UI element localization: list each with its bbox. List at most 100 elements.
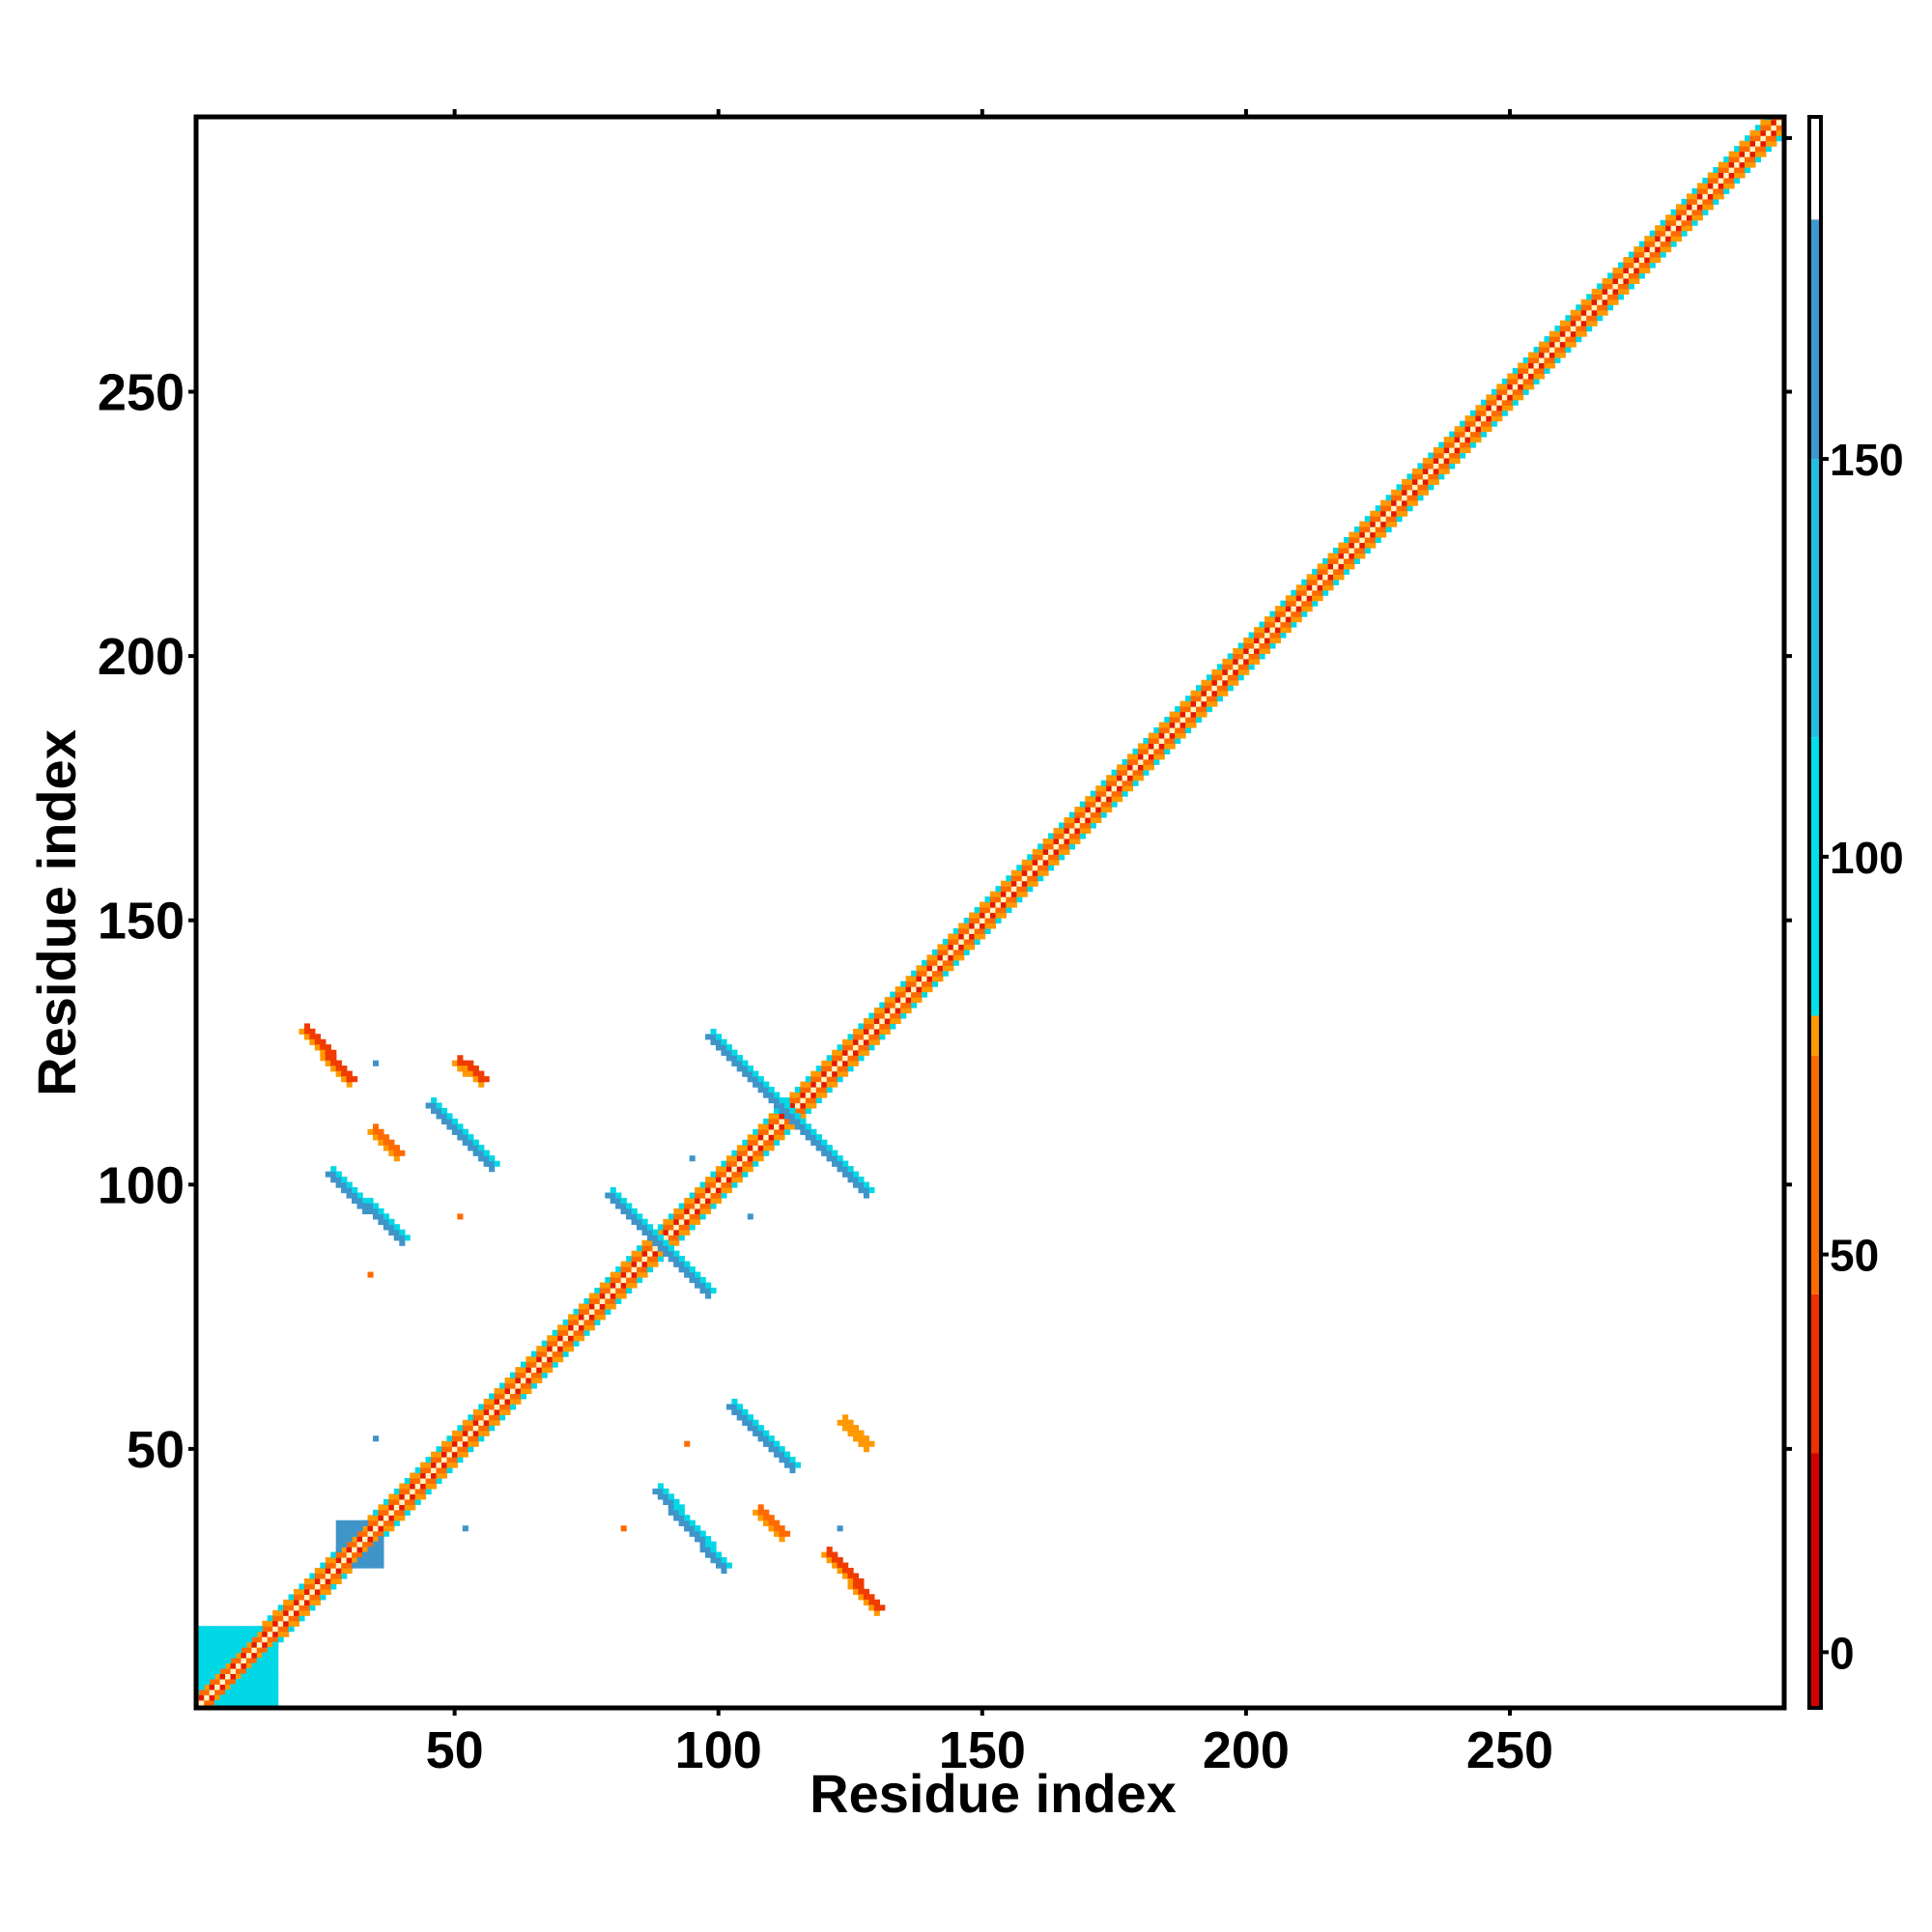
diagonal-cell	[1580, 326, 1587, 332]
diagonal-cell	[783, 1118, 791, 1124]
diagonal-cell	[736, 1171, 743, 1178]
diagonal-cell	[1264, 627, 1271, 634]
diagonal-cell	[1375, 516, 1381, 523]
diagonal-cell	[1454, 431, 1461, 438]
contact-cell	[372, 1551, 380, 1558]
diagonal-cell	[969, 933, 976, 940]
diagonal-cell	[431, 1451, 438, 1458]
diagonal-cell	[1660, 241, 1666, 247]
diagonal-cell	[837, 1060, 843, 1066]
diagonal-cell	[774, 1107, 781, 1115]
diagonal-cell	[1074, 807, 1081, 813]
diagonal-cell	[1385, 505, 1392, 512]
diagonal-cell	[1765, 135, 1772, 142]
diagonal-cell	[1175, 706, 1181, 713]
contact-cell	[346, 1076, 353, 1083]
diagonal-cell	[868, 1023, 875, 1030]
diagonal-cell	[588, 1314, 595, 1321]
diagonal-cell	[810, 1092, 817, 1098]
diagonal-cell	[298, 1588, 305, 1595]
diagonal-cell	[852, 1049, 860, 1056]
diagonal-cell	[1586, 298, 1593, 305]
diagonal-cell	[1148, 743, 1154, 750]
diagonal-cell	[1164, 726, 1171, 734]
diagonal-cell	[615, 1277, 622, 1284]
diagonal-cell	[695, 1192, 701, 1199]
diagonal-cell	[1370, 542, 1377, 549]
diagonal-cell	[1179, 732, 1186, 739]
diagonal-cell	[873, 1038, 880, 1045]
y-tick-label: 100	[98, 1156, 185, 1214]
contact-cell	[241, 1699, 247, 1706]
diagonal-cell	[1739, 156, 1746, 163]
diagonal-cell	[1565, 326, 1572, 332]
diagonal-cell	[1460, 441, 1466, 448]
diagonal-cell	[1554, 341, 1561, 348]
diagonal-cell	[1676, 225, 1683, 232]
contact-cell	[684, 1440, 691, 1447]
diagonal-cell	[1380, 499, 1387, 506]
diagonal-cell	[526, 1378, 532, 1384]
contact-cell	[241, 1694, 247, 1701]
diagonal-cell	[468, 1414, 474, 1421]
contact-cell	[689, 1525, 696, 1532]
diagonal-cell	[626, 1261, 633, 1267]
diagonal-cell	[1565, 336, 1572, 343]
contact-cell	[641, 1224, 648, 1231]
diagonal-cell	[420, 1488, 427, 1494]
contact-cell	[742, 1419, 749, 1426]
diagonal-cell	[1406, 489, 1413, 496]
diagonal-cell	[1301, 611, 1308, 617]
contact-cell	[615, 1203, 622, 1209]
diagonal-cell	[1528, 352, 1535, 358]
diagonal-cell	[774, 1118, 781, 1124]
diagonal-cell	[1776, 125, 1782, 131]
diagonal-cell	[952, 938, 959, 945]
diagonal-cell	[984, 917, 991, 924]
diagonal-cell	[1728, 151, 1735, 157]
diagonal-cell	[1665, 230, 1672, 237]
diagonal-cell	[1364, 531, 1371, 538]
contact-cell	[774, 1092, 781, 1098]
contact-cell	[695, 1525, 701, 1532]
diagonal-cell	[1470, 410, 1477, 416]
diagonal-cell	[1085, 811, 1092, 818]
diagonal-cell	[1117, 775, 1123, 781]
diagonal-cell	[499, 1393, 506, 1400]
diagonal-cell	[995, 901, 1002, 908]
diagonal-cell	[1143, 748, 1150, 754]
diagonal-cell	[673, 1235, 680, 1241]
feature-patch	[196, 1626, 279, 1708]
diagonal-cell	[504, 1382, 511, 1389]
diagonal-cell	[1306, 584, 1313, 591]
diagonal-cell	[288, 1599, 295, 1605]
contact-cell	[842, 1166, 849, 1173]
diagonal-cell	[1681, 219, 1688, 226]
diagonal-cell	[1132, 758, 1139, 765]
x-tick-label: 150	[939, 1721, 1026, 1779]
contact-cell	[753, 1425, 759, 1432]
diagonal-cell	[209, 1699, 215, 1706]
diagonal-cell	[922, 965, 928, 972]
diagonal-cell	[547, 1361, 554, 1368]
contact-cell	[330, 1171, 337, 1178]
contact-cell	[204, 1662, 211, 1669]
contact-cell	[725, 1055, 732, 1062]
diagonal-cell	[863, 1049, 869, 1056]
diagonal-cell	[1048, 843, 1055, 850]
contact-cell	[251, 1626, 258, 1633]
diagonal-cell	[1512, 384, 1519, 390]
contact-cell	[378, 1208, 384, 1214]
contact-cell	[768, 1087, 775, 1094]
diagonal-cell	[393, 1493, 400, 1500]
diagonal-cell	[1143, 764, 1150, 771]
diagonal-cell	[272, 1609, 279, 1616]
diagonal-cell	[1491, 405, 1497, 412]
diagonal-cell	[768, 1139, 775, 1146]
diagonal-cell	[309, 1594, 316, 1601]
diagonal-cell	[1433, 473, 1439, 480]
diagonal-cell	[530, 1356, 537, 1363]
diagonal-cell	[526, 1356, 532, 1363]
diagonal-cell	[1137, 748, 1144, 754]
diagonal-cell	[204, 1694, 211, 1701]
